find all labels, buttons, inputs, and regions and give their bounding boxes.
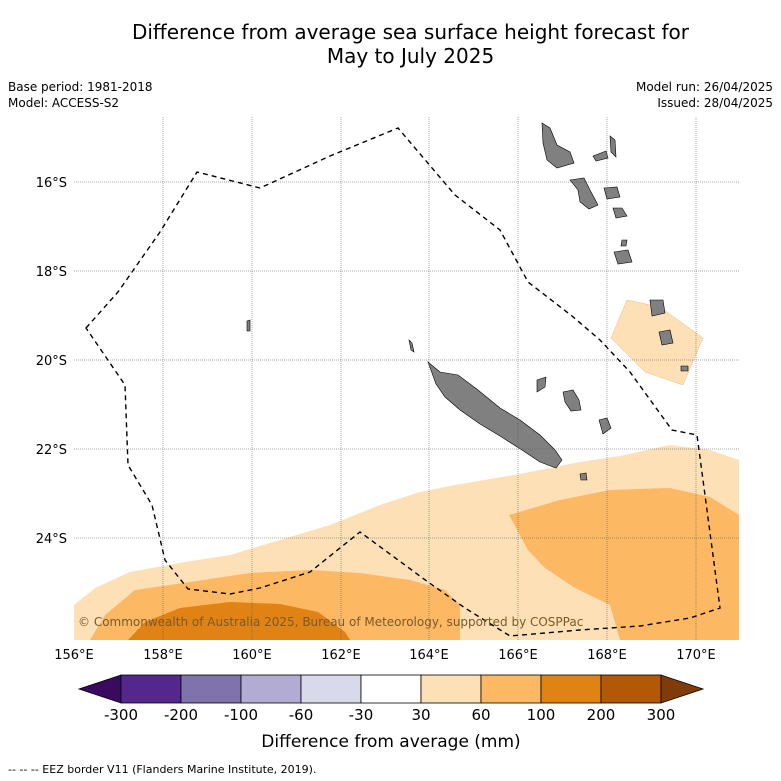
copyright-text: © Commonwealth of Australia 2025, Bureau… — [78, 615, 583, 629]
colorbar-segment-7 — [480, 674, 542, 704]
map-panel: © Commonwealth of Australia 2025, Bureau… — [74, 117, 739, 640]
colorbar — [77, 674, 705, 704]
meta-right: Model run: 26/04/2025 Issued: 28/04/2025 — [636, 79, 773, 111]
graticule — [74, 117, 739, 640]
colorbar-arrow-high — [660, 674, 705, 704]
colorbar-segment-6 — [420, 674, 482, 704]
colorbar-title: Difference from average (mm) — [261, 732, 520, 752]
cb-tick: -30 — [349, 706, 374, 724]
title-line-1: Difference from average sea surface heig… — [131, 20, 690, 44]
cb-tick: 300 — [647, 706, 676, 724]
chesterfield-islet — [246, 319, 251, 332]
ile-des-pins — [579, 472, 588, 481]
small-island-se — [680, 365, 689, 372]
issued-date: Issued: 28/04/2025 — [657, 96, 773, 110]
lon-label-166e: 166°E — [498, 648, 538, 663]
new-caledonia — [427, 361, 563, 469]
model-run: Model run: 26/04/2025 — [635, 80, 773, 94]
map-title: Difference from average sea surface heig… — [0, 20, 781, 68]
lat-label-24s: 24°S — [36, 532, 67, 547]
lon-label-162e: 162°E — [321, 648, 361, 663]
base-period: Base period: 1981-2018 — [8, 80, 153, 94]
anomaly-60-100-east — [509, 488, 739, 640]
vanuatu-efate — [612, 207, 628, 219]
lon-label-160e: 160°E — [232, 648, 272, 663]
title-line-2: May to July 2025 — [326, 44, 495, 68]
lon-label-170e: 170°E — [676, 648, 716, 663]
colorbar-arrow-low — [77, 674, 122, 704]
longitude-labels: 156°E 158°E 160°E 162°E 164°E 166°E 168°… — [54, 648, 716, 663]
cb-tick: 200 — [587, 706, 616, 724]
cb-tick: -60 — [289, 706, 314, 724]
lon-label-158e: 158°E — [143, 648, 183, 663]
vanuatu-maewo — [592, 150, 609, 162]
cb-tick: -200 — [164, 706, 198, 724]
lat-label-16s: 16°S — [36, 176, 67, 191]
cb-tick: 100 — [527, 706, 556, 724]
anomaly-100-200 — [128, 602, 350, 640]
belep-islet — [408, 339, 415, 353]
cb-tick: 30 — [411, 706, 430, 724]
loyalty-island-1 — [536, 376, 547, 393]
cb-tick: -300 — [104, 706, 138, 724]
model-name: Model: ACCESS-S2 — [8, 96, 120, 110]
lon-label-168e: 168°E — [587, 648, 627, 663]
vanuatu-tanna — [620, 239, 628, 247]
colorbar-segment-2 — [180, 674, 242, 704]
vanuatu-malekula — [569, 177, 599, 210]
latitude-labels: 16°S 18°S 20°S 22°S 24°S — [36, 176, 67, 547]
footnote: -- -- -- EEZ border V11 (Flanders Marine… — [8, 763, 317, 776]
cb-tick: 60 — [471, 706, 490, 724]
meta-left: Base period: 1981-2018 Model: ACCESS-S2 — [8, 79, 153, 111]
lon-label-164e: 164°E — [409, 648, 449, 663]
matthew-island-area — [649, 299, 666, 317]
vanuatu-pentecost — [609, 135, 617, 158]
lat-label-20s: 20°S — [36, 354, 67, 369]
lat-label-18s: 18°S — [36, 265, 67, 280]
lon-label-156e: 156°E — [54, 648, 94, 663]
colorbar-segment-9 — [600, 674, 662, 704]
lat-label-22s: 22°S — [36, 443, 67, 458]
colorbar-tick-labels: -300 -200 -100 -60 -30 30 60 100 200 300 — [104, 706, 675, 724]
colorbar-segment-3 — [240, 674, 302, 704]
colorbar-segment-5 — [360, 674, 422, 704]
hunter-island-area — [658, 329, 674, 346]
vanuatu-erromango — [613, 249, 633, 265]
colorbar-segment-1 — [120, 674, 182, 704]
loyalty-island-2 — [562, 389, 582, 412]
colorbar-segment-4 — [300, 674, 362, 704]
cb-tick: -100 — [224, 706, 258, 724]
eez-border — [85, 127, 721, 637]
colorbar-segment-8 — [540, 674, 602, 704]
vanuatu-ambrym — [603, 186, 621, 200]
loyalty-island-3 — [598, 417, 612, 435]
land-masses — [246, 122, 689, 481]
vanuatu-espiritu-santo — [541, 122, 575, 169]
